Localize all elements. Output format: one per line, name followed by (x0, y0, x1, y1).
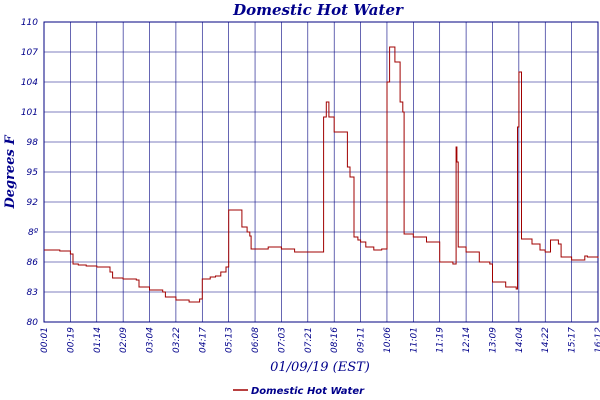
x-tick-label: 00:01 (40, 327, 50, 353)
x-tick-label: 14:04 (515, 327, 525, 353)
x-tick-label: 04:17 (198, 327, 208, 353)
x-tick-label: 08:16 (330, 327, 340, 353)
x-tick-label: 11:19 (436, 327, 446, 353)
x-tick-labels: 00:01 00:19 01:14 02:09 03:04 03:22 04:17 05:13… (40, 327, 600, 353)
x-tick-label: 00:19 (66, 327, 76, 353)
x-tick-label: 11:01 (409, 327, 419, 353)
legend-label: Domestic Hot Water (251, 386, 365, 397)
y-tick-label: 86 (27, 258, 39, 268)
x-tick-label: 07:03 (277, 327, 287, 353)
x-tick-label: 03:04 (146, 327, 156, 353)
x-tick-label: 15:17 (568, 327, 578, 353)
y-tick-label: 83 (27, 288, 39, 298)
x-tick-label: 01:14 (93, 327, 103, 353)
grid-lines (44, 22, 598, 322)
y-tick-label: 8º (28, 228, 39, 238)
x-axis-label: 01/09/19 (EST) (270, 360, 370, 375)
y-tick-label: 104 (21, 78, 38, 88)
y-tick-label: 101 (21, 108, 38, 118)
legend: Domestic Hot Water (233, 386, 365, 397)
x-tick-label: 07:21 (304, 327, 314, 353)
y-tick-label: 92 (27, 198, 39, 208)
series-line-domestic-hot-water (44, 46, 599, 303)
x-tick-label: 12:14 (462, 327, 472, 353)
plot-frame (43, 21, 599, 323)
x-tick-label: 14:22 (541, 327, 551, 353)
y-axis-label: Degrees F (3, 135, 18, 210)
x-tick-label: 02:09 (119, 327, 129, 353)
x-tick-label: 05:13 (225, 327, 235, 353)
x-tick-label: 09:11 (357, 327, 367, 353)
x-tick-label: 06:08 (251, 327, 261, 353)
x-tick-label: 13:09 (488, 327, 498, 353)
y-tick-label: 95 (27, 168, 39, 178)
y-tick-label: 107 (21, 48, 38, 58)
y-tick-labels: 80 83 86 8º 92 95 98 101 104 107 110 (21, 18, 39, 328)
x-tick-label: 16:12 (594, 327, 600, 353)
y-tick-label: 98 (27, 138, 39, 148)
x-tick-label: 10:06 (383, 327, 393, 353)
x-tick-label: 03:22 (172, 327, 182, 353)
chart-title: Domestic Hot Water (232, 1, 404, 19)
y-tick-label: 110 (21, 18, 38, 28)
y-tick-label: 80 (27, 318, 39, 328)
